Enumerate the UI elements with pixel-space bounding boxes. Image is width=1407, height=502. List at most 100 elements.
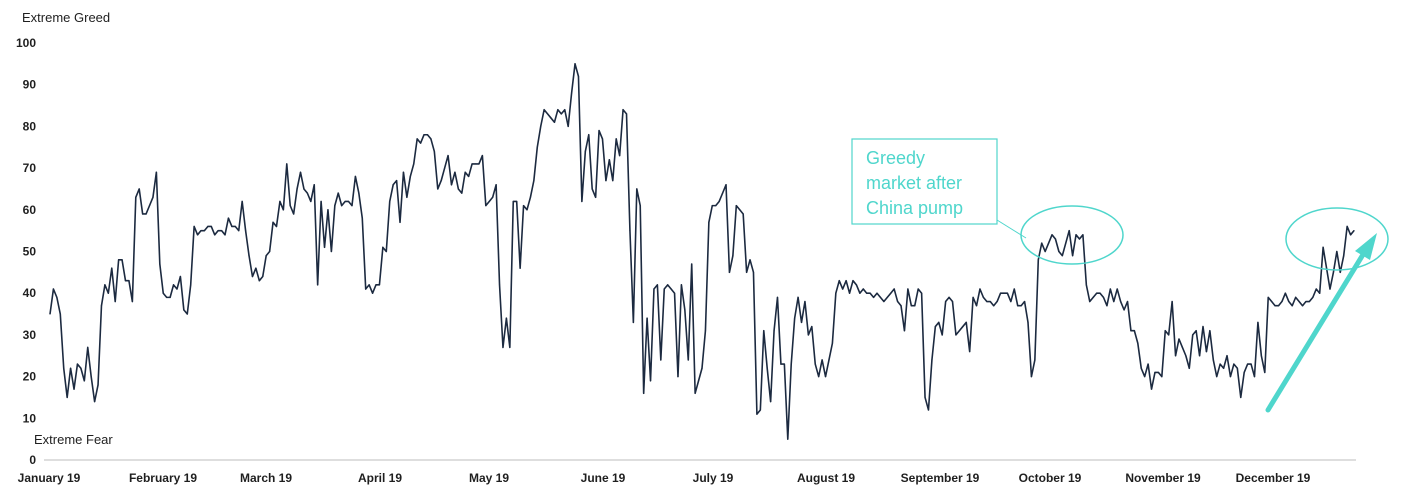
data-point xyxy=(574,63,576,65)
data-point xyxy=(646,317,648,319)
data-point xyxy=(492,196,494,198)
data-point xyxy=(1041,242,1043,244)
x-tick-label: May 19 xyxy=(469,471,509,485)
data-point xyxy=(1140,367,1142,369)
data-point xyxy=(365,288,367,290)
data-point xyxy=(1123,309,1125,311)
data-point xyxy=(653,288,655,290)
data-point xyxy=(83,380,85,382)
data-point xyxy=(255,267,257,269)
data-point xyxy=(135,196,137,198)
data-point xyxy=(148,205,151,207)
data-point xyxy=(485,205,487,207)
data-point xyxy=(962,325,964,328)
data-point xyxy=(742,213,744,215)
x-tick-label: January 19 xyxy=(18,471,81,485)
data-point xyxy=(711,205,713,207)
data-point xyxy=(608,159,610,161)
data-point xyxy=(831,342,834,344)
y-axis: 0 10 20 30 40 50 60 70 80 90 100 xyxy=(16,36,36,467)
data-point xyxy=(385,250,387,253)
data-point xyxy=(522,205,525,207)
data-point xyxy=(66,396,68,399)
data-point xyxy=(660,359,662,361)
data-point xyxy=(619,154,621,157)
data-point xyxy=(320,200,322,203)
data-point xyxy=(842,288,844,290)
data-point xyxy=(1274,305,1276,307)
data-point xyxy=(797,296,799,298)
data-point xyxy=(52,288,55,290)
data-point xyxy=(279,200,281,203)
data-point xyxy=(746,271,748,273)
data-point xyxy=(958,330,960,332)
data-point xyxy=(595,196,597,198)
x-tick-label: August 19 xyxy=(797,471,855,485)
x-tick-label: December 19 xyxy=(1236,471,1311,485)
data-point xyxy=(299,171,302,173)
data-point xyxy=(420,142,422,144)
data-point xyxy=(763,330,765,332)
data-point xyxy=(59,313,61,315)
data-point xyxy=(876,292,878,294)
data-point xyxy=(450,184,453,186)
data-point xyxy=(591,188,593,190)
data-point xyxy=(694,392,696,394)
data-point xyxy=(989,300,991,303)
data-point xyxy=(241,200,243,203)
data-point xyxy=(371,292,374,294)
annotation-line-2: market after xyxy=(866,173,962,193)
data-point xyxy=(1264,371,1266,374)
data-point xyxy=(721,192,724,194)
data-point xyxy=(546,113,549,115)
data-point xyxy=(416,138,418,140)
data-point xyxy=(811,325,813,328)
trend-arrow-shaft xyxy=(1265,245,1370,413)
data-point xyxy=(471,163,473,165)
data-point xyxy=(313,184,315,186)
data-point xyxy=(152,196,154,198)
data-point xyxy=(701,367,703,369)
data-point xyxy=(464,171,466,173)
data-point xyxy=(1027,321,1029,323)
data-point xyxy=(128,280,130,282)
data-point xyxy=(1301,305,1304,307)
data-point xyxy=(1308,300,1310,303)
data-point xyxy=(1075,234,1077,236)
data-point xyxy=(272,221,274,223)
data-point xyxy=(629,230,631,232)
data-point xyxy=(567,125,569,127)
data-point xyxy=(162,292,164,294)
data-point xyxy=(402,171,405,173)
data-point xyxy=(1212,359,1214,361)
data-point xyxy=(879,296,882,298)
data-point xyxy=(468,175,470,178)
data-point xyxy=(794,317,796,319)
data-point xyxy=(1219,363,1221,365)
data-point xyxy=(787,438,789,440)
data-point xyxy=(728,271,731,273)
data-point xyxy=(155,171,157,173)
data-point xyxy=(289,205,291,207)
data-point xyxy=(172,284,175,286)
data-point xyxy=(1096,292,1098,294)
data-point xyxy=(1198,355,1201,357)
data-point xyxy=(1168,334,1170,336)
data-point xyxy=(687,359,689,361)
y-tick-label: 30 xyxy=(23,328,37,342)
data-point xyxy=(1120,300,1122,303)
data-point xyxy=(87,346,89,349)
data-point xyxy=(234,225,236,228)
data-point xyxy=(969,350,971,353)
y-tick-label: 0 xyxy=(29,453,36,467)
data-point xyxy=(866,292,868,294)
data-point xyxy=(1240,396,1242,399)
data-point xyxy=(571,92,573,94)
data-point xyxy=(986,300,988,303)
data-point xyxy=(1150,388,1153,390)
x-tick-label: September 19 xyxy=(901,471,980,485)
data-point xyxy=(1281,300,1283,303)
data-point xyxy=(1082,234,1084,236)
data-point xyxy=(413,163,415,165)
